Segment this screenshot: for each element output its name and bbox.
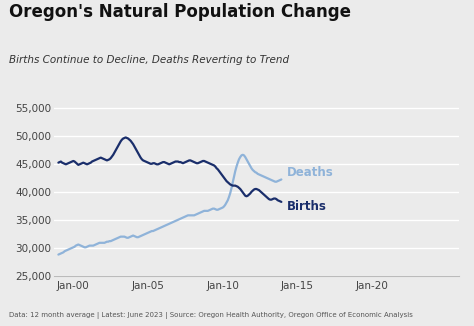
Text: Data: 12 month average | Latest: June 2023 | Source: Oregon Health Authority, Or: Data: 12 month average | Latest: June 20… (9, 313, 413, 319)
Text: Births Continue to Decline, Deaths Reverting to Trend: Births Continue to Decline, Deaths Rever… (9, 55, 290, 66)
Text: Deaths: Deaths (287, 166, 334, 179)
Text: Oregon's Natural Population Change: Oregon's Natural Population Change (9, 3, 352, 21)
Text: Births: Births (287, 200, 327, 213)
